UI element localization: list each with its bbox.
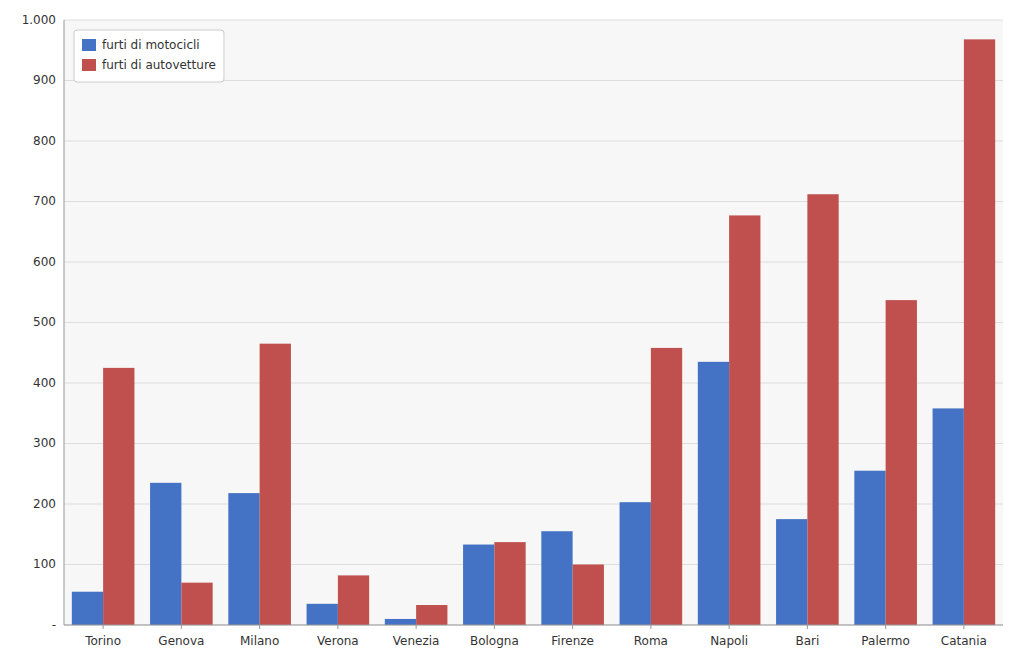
y-axis-line	[64, 20, 65, 625]
bar	[307, 604, 338, 625]
bar	[494, 542, 525, 625]
x-tick	[729, 625, 730, 629]
bar	[729, 215, 760, 625]
x-tick-label: Verona	[317, 634, 359, 648]
bar	[228, 493, 259, 625]
x-tick	[650, 625, 651, 629]
x-tick	[181, 625, 182, 629]
x-tick-label: Milano	[240, 634, 279, 648]
bar	[573, 565, 604, 626]
y-tick-label: 100	[33, 557, 56, 571]
bar	[651, 348, 682, 625]
bar	[620, 502, 651, 625]
bars	[72, 39, 995, 625]
bar	[181, 583, 212, 625]
bar	[103, 368, 134, 625]
x-tick	[807, 625, 808, 629]
grid-line	[64, 443, 1003, 444]
x-tick	[963, 625, 964, 629]
x-tick-label: Bologna	[470, 634, 519, 648]
legend-label: furti di autovetture	[102, 58, 216, 72]
legend-box	[74, 30, 224, 82]
bar	[416, 605, 447, 625]
grid-line	[64, 141, 1003, 142]
y-tick-label: 800	[33, 134, 56, 148]
bar	[541, 531, 572, 625]
grid-line	[64, 625, 1003, 626]
bar	[150, 483, 181, 625]
bar	[886, 300, 917, 625]
bar	[698, 362, 729, 625]
x-tick-label: Palermo	[861, 634, 910, 648]
bar	[964, 39, 995, 625]
grid-line	[64, 201, 1003, 202]
grid-line	[64, 322, 1003, 323]
bar	[854, 471, 885, 625]
x-tick-label: Genova	[158, 634, 204, 648]
y-axis: - 100 200 300 400 500 600 700 800 900 1.000	[22, 13, 1003, 632]
x-tick	[103, 625, 104, 629]
x-tick	[416, 625, 417, 629]
x-tick	[259, 625, 260, 629]
y-tick-label: 900	[33, 73, 56, 87]
x-tick-label: Torino	[84, 634, 121, 648]
y-tick-label: 200	[33, 497, 56, 511]
x-tick-label: Firenze	[551, 634, 594, 648]
x-tick-label: Venezia	[393, 634, 440, 648]
legend-label: furti di motocicli	[102, 38, 200, 52]
bar	[260, 344, 291, 625]
x-tick-label: Napoli	[710, 634, 748, 648]
legend: furti di motocicli furti di autovetture	[74, 30, 224, 82]
x-tick-label: Catania	[941, 634, 987, 648]
y-tick-label: -	[52, 618, 56, 632]
grid-line	[64, 20, 1003, 21]
x-axis: Torino Genova Milano Verona Venezia Bologna Fi…	[84, 625, 987, 648]
chart: - 100 200 300 400 500 600 700 800 900 1.000 Torino G…	[0, 0, 1023, 669]
bar	[807, 194, 838, 625]
bar	[385, 619, 416, 625]
grid-line	[64, 383, 1003, 384]
plot-area	[64, 20, 1003, 625]
bar	[776, 519, 807, 625]
x-tick	[885, 625, 886, 629]
x-axis-line	[64, 625, 1003, 626]
y-tick-label: 1.000	[22, 13, 56, 27]
bar	[338, 575, 369, 625]
x-tick-label: Bari	[795, 634, 819, 648]
y-tick-label: 500	[33, 315, 56, 329]
y-tick-label: 600	[33, 255, 56, 269]
x-tick	[572, 625, 573, 629]
bar	[72, 592, 103, 625]
y-tick-label: 700	[33, 194, 56, 208]
y-tick-label: 300	[33, 436, 56, 450]
x-tick	[494, 625, 495, 629]
x-tick-label: Roma	[634, 634, 668, 648]
bar	[463, 545, 494, 625]
x-tick	[337, 625, 338, 629]
bar	[933, 408, 964, 625]
legend-swatch	[82, 39, 96, 51]
legend-swatch	[82, 59, 96, 71]
y-tick-label: 400	[33, 376, 56, 390]
grid-line	[64, 262, 1003, 263]
